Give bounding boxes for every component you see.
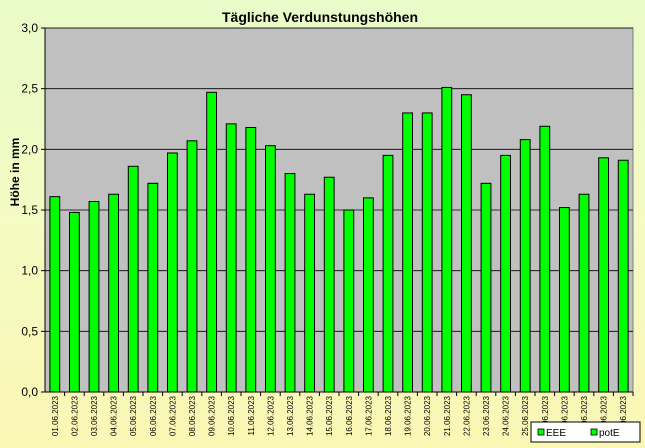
x-tick-label: 01.06.2023 [51,395,60,436]
legend-swatch-pote [590,428,598,436]
bar [304,193,316,393]
bar [245,126,257,393]
x-tick-label: 12.06.2023 [266,395,275,436]
bar [519,139,531,393]
x-tick-label: 28.06.2023 [580,395,589,436]
bar [559,207,570,393]
x-tick-label: 24.06.2023 [502,395,511,436]
y-tick-label: 1,5 [21,203,38,217]
bar [617,159,629,393]
bar [147,182,159,393]
chart-title: Tägliche Verdunstungshöhen [222,9,418,25]
y-tick-label: 2,5 [21,82,38,96]
bar [343,209,355,393]
bar [421,112,433,393]
x-tick-label: 07.06.2023 [168,395,177,436]
bar [225,123,237,393]
bar [598,157,610,393]
x-tick-label: 21.06.2023 [443,395,452,436]
x-tick-label: 16.06.2023 [345,395,354,436]
bar [323,176,335,393]
x-tick-label: 03.06.2023 [90,395,99,436]
bar [108,193,119,393]
y-tick-label: 3,0 [21,21,38,35]
x-tick-label: 20.06.2023 [423,395,432,436]
bar [88,201,100,393]
plot-area: 0,0 0,5 1,0 1,5 2,0 2,5 3,0 01.06.2023 02.06.202… [21,21,634,436]
bar [402,112,414,393]
x-tick-label: 09.06.2023 [208,395,217,436]
x-tick-label: 11.06.2023 [247,395,256,435]
bar [49,196,61,393]
x-tick-label: 30.06.2023 [619,395,628,436]
x-tick-label: 25.06.2023 [521,395,530,436]
x-tick-label: 18.06.2023 [384,395,393,436]
x-tick-label: 26.06.2023 [541,395,550,436]
bar [127,165,139,393]
x-tick-label: 29.06.2023 [600,395,609,436]
x-tick-label: 23.06.2023 [482,395,491,436]
legend-swatch-eee [537,428,545,436]
y-tick-label: 2,0 [21,142,38,156]
legend-label-eee: EEE [546,428,566,439]
x-tick-label: 02.06.2023 [70,395,79,436]
x-tick-label: 05.06.2023 [129,395,138,436]
x-tick-label: 14.06.2023 [306,395,315,436]
bar [69,211,80,393]
bar [461,94,472,393]
x-tick-label: 17.06.2023 [364,395,373,436]
x-tick-label: 13.06.2023 [286,395,295,436]
bar [382,154,394,393]
bar [167,152,178,393]
x-tick-label: 04.06.2023 [110,395,119,436]
bar [539,125,551,393]
bar [363,197,374,393]
legend-box [530,421,641,443]
bar [480,182,492,393]
bar [578,193,590,393]
bar [441,86,453,393]
x-tick-label: 22.06.2023 [462,395,471,436]
x-tick-label: 15.06.2023 [325,395,334,436]
bar [265,145,276,393]
bar [500,154,512,393]
bar [186,140,198,393]
x-tick-label: 08.06.2023 [188,395,197,436]
y-tick-label: 0,5 [21,324,38,338]
y-tick-label: 1,0 [21,264,38,278]
x-tick-label: 27.06.2023 [560,395,569,436]
y-tick-label: 0,0 [21,385,38,399]
bar [284,173,296,393]
legend: EEE potE [530,421,641,443]
x-tick-label: 06.06.2023 [149,395,158,436]
bar [206,91,217,393]
x-tick-label: 19.06.2023 [404,395,413,436]
legend-label-pote: potE [599,428,620,439]
x-tick-label: 10.06.2023 [227,395,236,436]
y-axis-label: Höhe in mm [8,138,22,207]
